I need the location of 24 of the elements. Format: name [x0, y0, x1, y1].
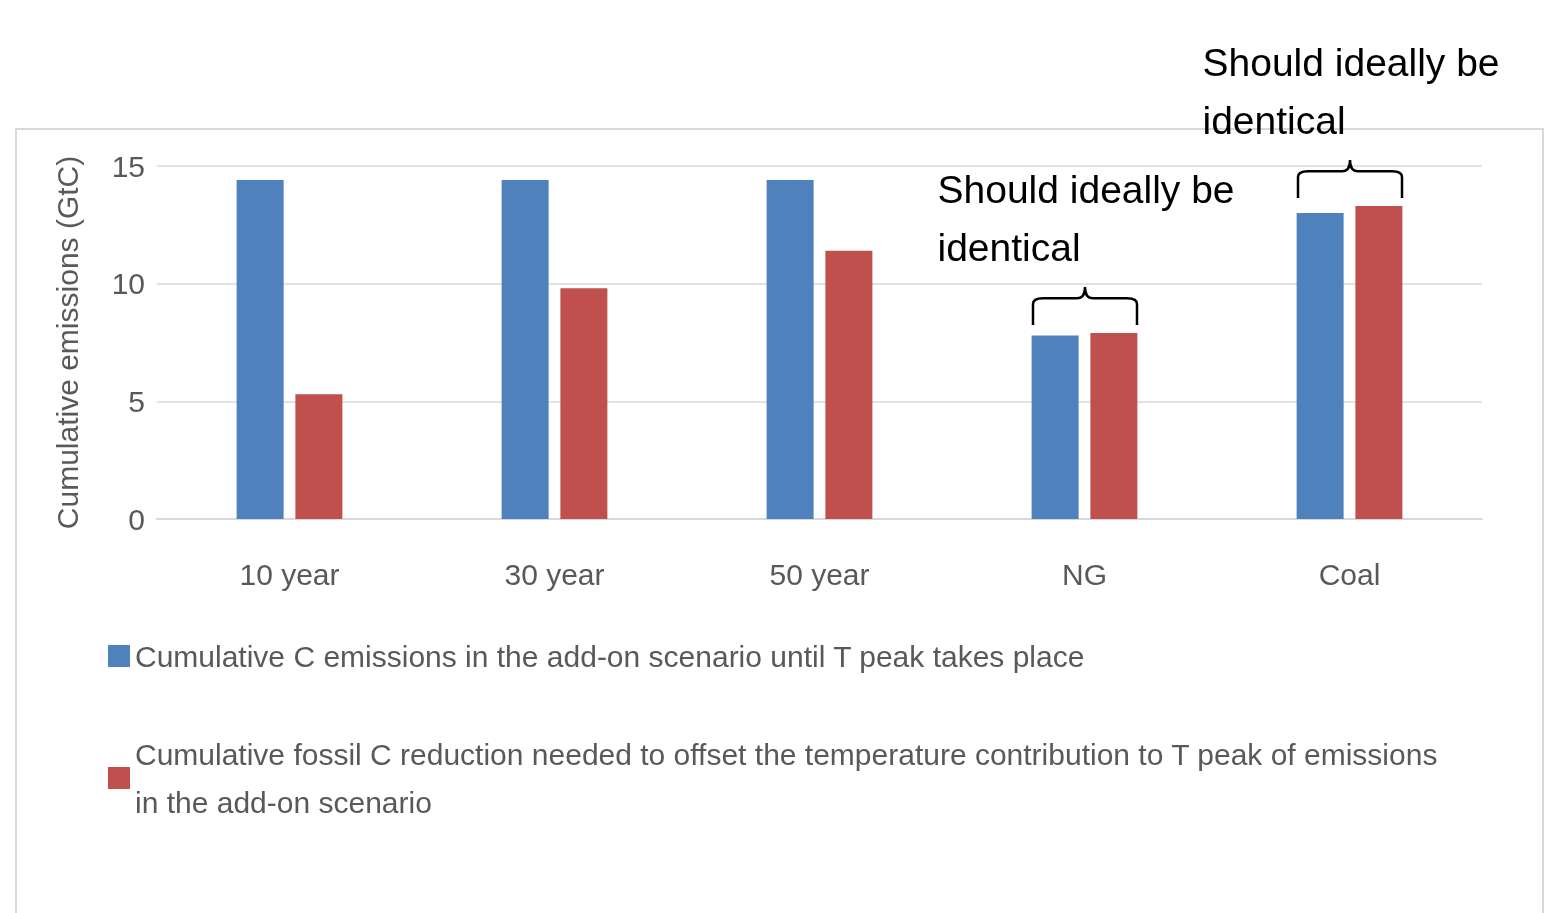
x-tick-label: NG: [1062, 557, 1107, 591]
bar: [1296, 213, 1344, 519]
bar: [560, 288, 608, 519]
legend-label: Cumulative fossil C reduction needed to offset the temperature contribution to T peak of emissions in the add-on scenario: [135, 737, 1446, 819]
y-tick-label: 5: [128, 384, 145, 418]
bar: [766, 180, 814, 519]
y-axis-title: Cumulative emissions (GtC): [50, 155, 84, 530]
bar: [825, 250, 873, 519]
x-tick-label: 50 year: [769, 557, 870, 591]
bar: [1031, 335, 1079, 519]
x-tick-label: 10 year: [239, 557, 340, 591]
y-tick-label: 0: [128, 502, 145, 536]
annotation: Should ideally be identical: [937, 167, 1236, 272]
text: Should ideally be identical: [1202, 40, 1501, 144]
bar: [1090, 333, 1138, 519]
y-tick-label: 10: [111, 267, 145, 301]
x-tick-label: Coal: [1318, 557, 1381, 591]
y-tick-label: 15: [111, 149, 145, 183]
x-tick-label: 30 year: [504, 557, 605, 591]
bar: [501, 180, 549, 519]
bar: [236, 180, 284, 519]
legend-label: Cumulative C emissions in the add-on scenario until T peak takes place: [135, 639, 1085, 673]
bar: [1355, 206, 1403, 519]
bar: [295, 394, 343, 519]
